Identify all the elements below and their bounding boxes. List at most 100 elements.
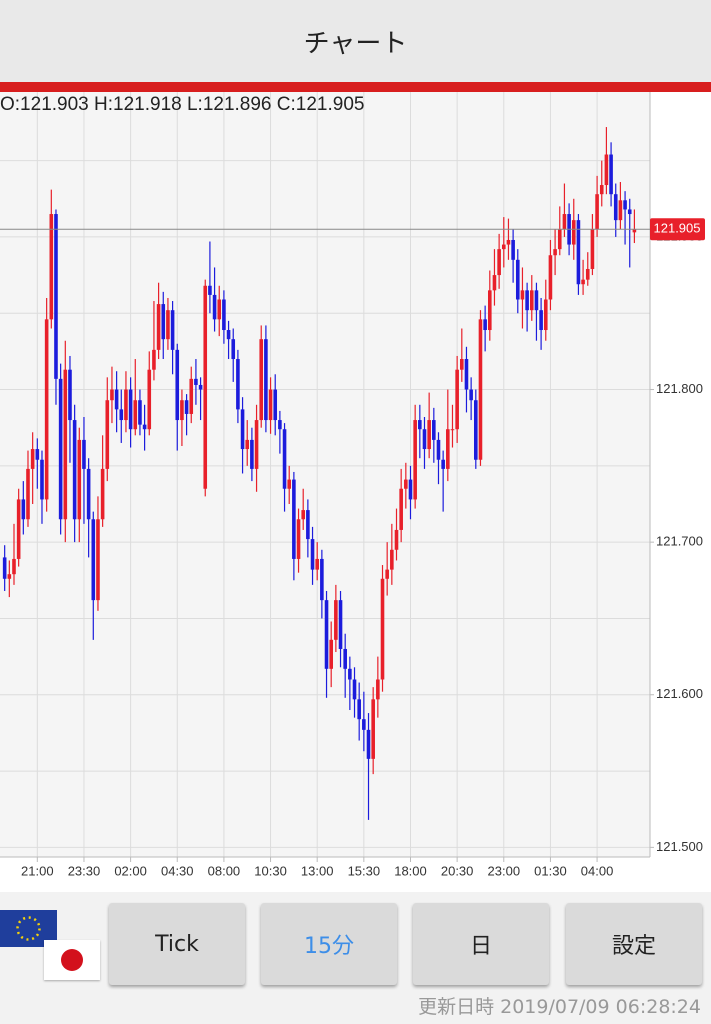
candle-body — [2, 557, 7, 579]
candle-body — [128, 389, 133, 430]
candle-body — [310, 539, 315, 570]
header-accent — [0, 82, 711, 92]
x-tick-label: 02:00 — [114, 863, 147, 878]
candle-body — [296, 519, 301, 559]
candle-body — [422, 429, 427, 450]
candle-body — [492, 275, 497, 291]
candle-body — [404, 479, 408, 489]
candle-body — [534, 290, 539, 311]
candle-body — [348, 668, 352, 680]
candle-body — [26, 468, 30, 520]
candle-body — [306, 510, 310, 540]
candle-body — [278, 420, 282, 430]
candle-body — [469, 389, 473, 401]
candle-body — [147, 369, 152, 430]
candle-body — [352, 679, 357, 700]
candle-body — [40, 459, 44, 500]
candle-body — [511, 239, 515, 260]
candle-body — [455, 369, 459, 430]
candle-body — [184, 400, 189, 414]
candle-body — [432, 420, 436, 440]
ohlc-readout: O:121.903 H:121.918 L:121.896 C:121.905 — [0, 94, 364, 115]
candle-body — [175, 349, 180, 421]
candle-body — [35, 449, 40, 460]
candle-body — [54, 214, 58, 379]
candle-body — [119, 409, 124, 421]
candle-body — [376, 679, 380, 700]
candle-body — [212, 294, 217, 320]
candle-body — [525, 290, 529, 311]
y-tick-label: 121.700 — [656, 534, 703, 549]
x-tick-label: 08:00 — [208, 863, 241, 878]
candle-body — [501, 244, 506, 250]
timeframe-button[interactable]: 設定 — [566, 903, 702, 985]
candle-body — [21, 499, 26, 520]
candle-body — [427, 420, 431, 450]
candle-body — [180, 400, 184, 421]
candle-body — [287, 479, 292, 489]
candle-body — [170, 310, 175, 350]
candle-body — [250, 439, 254, 469]
candle-body — [474, 400, 478, 460]
candle-body — [450, 429, 455, 431]
y-tick-label: 121.800 — [656, 381, 703, 396]
candle-body — [562, 214, 567, 230]
candle-body — [259, 339, 264, 421]
candle-body — [198, 384, 203, 390]
candle-body — [166, 310, 170, 340]
candle-body — [49, 214, 54, 320]
timeframe-button[interactable]: 15分 — [261, 903, 397, 985]
candle-body — [231, 339, 236, 360]
candle-body — [44, 319, 49, 500]
last-price-label: 121.905 — [654, 221, 701, 236]
x-axis-background — [0, 857, 711, 892]
chart: 121.500121.600121.700121.800121.90021:00… — [0, 92, 711, 892]
candle-body — [273, 389, 278, 421]
candle-body — [418, 420, 422, 430]
candle-body — [240, 409, 245, 450]
candle-body — [315, 558, 320, 570]
x-tick-label: 23:00 — [488, 863, 521, 878]
candle-body — [515, 259, 520, 300]
y-tick-label: 121.600 — [656, 686, 703, 701]
candle-body — [623, 200, 627, 210]
candle-body — [334, 600, 338, 640]
candle-body — [189, 378, 194, 414]
candle-body — [460, 359, 464, 370]
candle-body — [357, 699, 361, 720]
candle-body — [618, 200, 623, 221]
candle-body — [436, 439, 441, 460]
header-title: チャート — [303, 28, 408, 59]
candle-body — [399, 488, 403, 530]
sun-disc — [61, 949, 83, 971]
update-time: 更新日時 2019/07/09 06:28:24 — [418, 996, 701, 1018]
candle-body — [529, 290, 534, 311]
candle-body — [483, 319, 487, 331]
plot-background — [0, 92, 650, 857]
candle-body — [96, 519, 100, 601]
candle-body — [487, 290, 492, 331]
x-tick-label: 18:00 — [394, 863, 427, 878]
candle-body — [16, 499, 21, 559]
candle-body — [236, 359, 240, 410]
candle-body — [539, 310, 543, 331]
candle-body — [124, 389, 128, 421]
candle-body — [268, 389, 273, 421]
candle-body — [343, 648, 347, 669]
candle-body — [371, 699, 375, 759]
candle-body — [464, 359, 469, 390]
x-tick-label: 04:30 — [161, 863, 194, 878]
x-tick-label: 13:00 — [301, 863, 334, 878]
candle-body — [380, 578, 385, 680]
candle-body — [385, 569, 389, 579]
candle-body — [478, 319, 483, 460]
timeframe-button[interactable]: Tick — [109, 903, 245, 985]
timeframe-button[interactable]: 日 — [413, 903, 549, 985]
candle-body — [613, 194, 618, 221]
candle-body — [320, 558, 324, 601]
candle-body — [63, 369, 68, 520]
candle-body — [557, 229, 562, 250]
candle-body — [142, 424, 147, 430]
star-ring — [16, 916, 41, 941]
